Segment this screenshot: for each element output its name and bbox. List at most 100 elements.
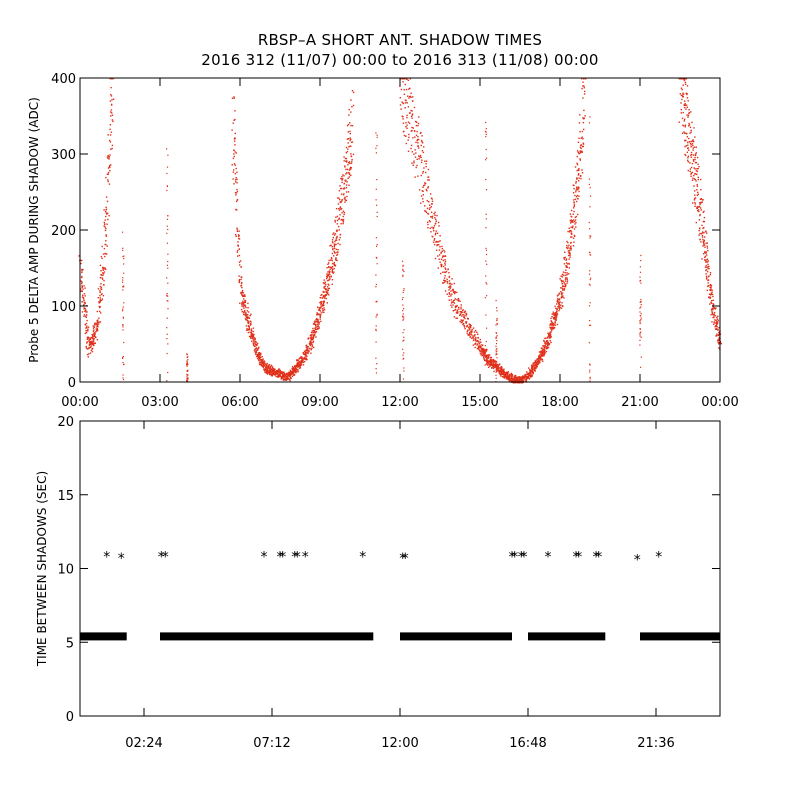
data-point [101,293,103,295]
data-point [481,354,484,357]
data-point [513,380,515,382]
data-point [551,313,553,315]
data-point [576,213,579,216]
spike-point [186,365,188,367]
data-point [561,293,563,296]
data-point [238,278,241,281]
data-point [686,133,688,135]
data-point [329,245,331,247]
data-point [577,198,579,200]
data-point [436,214,438,217]
bottom-plot-frame [79,420,721,717]
spike-point [187,380,189,382]
data-point [341,199,343,201]
data-point [685,145,687,147]
data-point [532,372,534,375]
spike-point [486,157,488,159]
data-point [474,346,476,349]
data-point [517,376,519,378]
data-point [551,321,553,323]
data-point [333,247,336,250]
data-point [528,367,530,369]
data-point [232,171,235,173]
data-point [438,254,441,256]
data-point [110,148,112,150]
data-point [107,154,109,157]
spike-point [376,179,378,181]
data-point [433,227,435,229]
x-tick-label: 09:00 [301,395,338,410]
data-point [351,141,353,143]
data-point [687,141,689,144]
spike-point [376,314,378,316]
data-point [428,208,431,211]
data-point [538,359,540,361]
data-point [99,290,101,292]
data-point [106,200,109,203]
data-point [93,326,95,328]
data-point [301,359,303,361]
data-point [333,261,335,264]
data-point [247,313,249,316]
spike-point [375,283,377,286]
data-point [333,255,335,257]
data-point [322,296,324,298]
data-point [408,88,410,90]
data-point [689,170,691,173]
data-point [318,309,321,311]
data-point [310,343,312,345]
data-point [577,141,580,143]
data-point [427,179,429,181]
data-point [105,234,107,236]
data-point [81,282,83,285]
data-point [403,89,405,91]
data-point [487,360,489,363]
data-point [697,163,699,165]
data-point [551,329,553,332]
spike-point [376,263,378,265]
data-point [545,343,547,345]
data-point [508,377,510,379]
data-point [81,275,83,278]
data-point [247,302,249,305]
data-point [438,249,441,251]
data-point [276,371,278,373]
data-point [713,321,715,324]
data-point [569,219,572,222]
data-point [695,161,698,164]
spike-point [495,350,497,352]
spike-point [166,225,168,227]
data-point [329,259,332,261]
data-point [559,301,561,303]
data-point [713,316,715,318]
spike-point [495,343,498,345]
data-point [697,191,699,194]
data-point [86,336,89,339]
data-point [561,302,563,304]
data-point [570,236,572,238]
data-point [302,358,304,360]
data-point [346,150,349,153]
data-point [488,360,490,362]
data-point [570,242,572,244]
spike-point [375,286,377,288]
spike-point [375,330,377,332]
data-point [340,219,342,221]
data-point [532,370,534,372]
data-point [529,368,531,371]
data-point [575,221,577,224]
data-point [688,125,690,127]
data-point [683,120,685,122]
data-point [234,137,236,139]
data-point [541,348,544,350]
data-point [244,301,246,303]
data-point [510,373,512,376]
data-point [282,371,284,373]
spike-point [484,364,486,366]
data-point [87,356,89,358]
data-point [542,353,544,355]
data-point [491,367,493,369]
baseline-band [160,632,374,641]
spike-point [187,363,189,365]
data-point [435,218,437,221]
